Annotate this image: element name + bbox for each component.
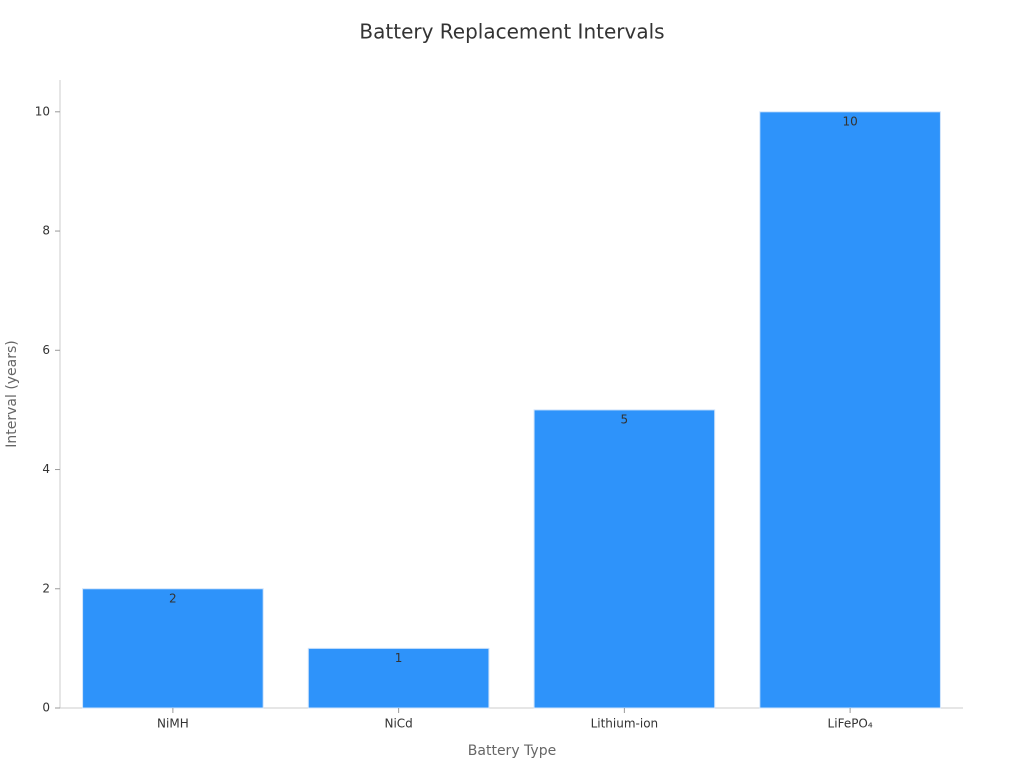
x-tick-label: Lithium-ion: [591, 717, 659, 731]
y-tick-label: 4: [42, 462, 50, 476]
data-label: 10: [842, 114, 857, 128]
x-tick-label: LiFePO₄: [828, 717, 873, 731]
x-axis-label: Battery Type: [468, 743, 556, 759]
y-tick-label: 10: [35, 104, 50, 118]
bar: [759, 111, 941, 709]
data-label: 1: [395, 651, 403, 665]
data-label: 2: [169, 591, 177, 605]
bar: [533, 409, 716, 709]
data-label: 5: [621, 412, 629, 426]
y-tick-label: 8: [42, 224, 50, 238]
y-axis-label: Interval (years): [4, 340, 20, 448]
bar: [307, 647, 490, 709]
y-tick-label: 0: [42, 701, 50, 715]
y-tick-label: 6: [42, 343, 50, 357]
x-tick-label: NiCd: [384, 717, 412, 731]
chart-title: Battery Replacement Intervals: [359, 20, 664, 44]
x-tick-label: NiMH: [157, 717, 189, 731]
y-tick-label: 2: [42, 581, 50, 595]
bar: [82, 588, 264, 709]
